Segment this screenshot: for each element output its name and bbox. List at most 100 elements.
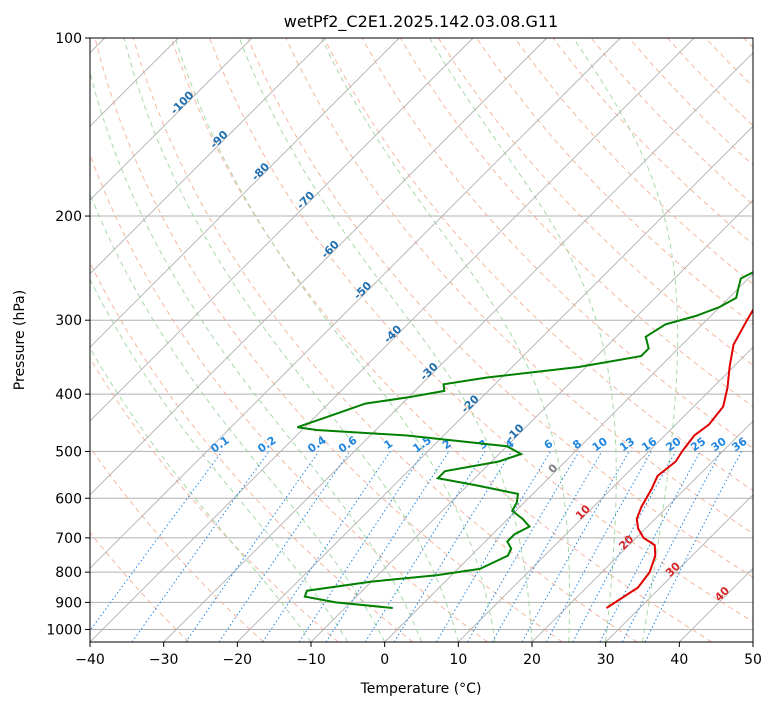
isotherm-line <box>310 199 753 642</box>
mixing-ratio-label: 0.2 <box>255 434 278 456</box>
isotherm-label: -50 <box>351 279 374 302</box>
mixing-ratio-line <box>185 451 320 642</box>
mixing-ratio-line <box>364 451 486 642</box>
moist-adiabat-line <box>429 38 617 642</box>
dry-adiabat-line <box>667 38 753 127</box>
isotherm-label: 40 <box>712 584 732 604</box>
mixing-ratio-line <box>262 451 391 642</box>
chart-title: wetPf2_C2E1.2025.142.03.08.G11 <box>284 12 558 32</box>
isotherm-label: -70 <box>294 189 317 212</box>
dry-adiabat-line <box>399 38 753 408</box>
isotherm-line <box>90 38 474 422</box>
isotherm-line <box>90 38 327 275</box>
dry-adiabat-line <box>90 261 414 642</box>
y-tick-label: 600 <box>55 491 82 507</box>
isotherm-line <box>90 38 400 348</box>
dry-adiabat-line <box>514 38 753 285</box>
x-tick-label: −20 <box>223 652 253 668</box>
mixing-ratio-line <box>644 451 742 642</box>
mixing-ratio-line <box>218 451 351 642</box>
moist-adiabat-line <box>573 38 679 642</box>
x-tick-label: 0 <box>380 652 389 668</box>
isotherm-line <box>90 38 548 496</box>
x-tick-label: 10 <box>449 652 467 668</box>
isotherm-line <box>457 346 753 642</box>
mixing-ratio-line <box>545 451 652 642</box>
moist-adiabat-line <box>321 38 571 642</box>
y-axis-ticks: 100 200 300 400 500 600 700 800 900 1000 <box>46 31 90 638</box>
mixing-ratio-line <box>90 451 223 632</box>
isotherm-line <box>531 420 753 642</box>
isotherm-line <box>163 52 753 642</box>
dry-adiabat-line <box>743 38 753 49</box>
dry-adiabat-line <box>94 38 563 642</box>
x-tick-label: 40 <box>670 652 688 668</box>
mixing-ratio-label: 0.1 <box>208 434 231 456</box>
mixing-ratio-labels: 0.1 0.2 0.4 0.6 1 1.5 2 3 4 6 8 10 13 16 20 25 30 36 <box>208 433 749 455</box>
moist-adiabat-line <box>90 347 312 642</box>
mixing-ratio-line <box>131 451 270 642</box>
x-tick-label: 30 <box>597 652 615 668</box>
dewpoint-profile-line <box>297 271 753 609</box>
moist-adiabat-line <box>90 192 386 642</box>
moist-adiabat-line <box>174 38 496 642</box>
x-axis-ticks: −40 −30 −20 −10 0 10 20 30 40 50 <box>75 642 762 668</box>
y-tick-label: 200 <box>55 209 82 225</box>
moist-adiabat-line <box>90 278 349 642</box>
sounding-profiles <box>297 271 753 609</box>
isotherm-label: -60 <box>319 238 342 261</box>
x-tick-label: 50 <box>744 652 762 668</box>
isotherm-line <box>90 38 695 642</box>
dry-adiabat-line <box>170 38 712 642</box>
dry-adiabat-line <box>437 38 753 366</box>
dry-adiabat-line <box>90 153 488 642</box>
x-tick-label: −30 <box>149 652 179 668</box>
moist-adiabat-line <box>238 38 533 642</box>
y-tick-label: 100 <box>55 31 82 47</box>
mixing-ratio-line <box>298 451 425 642</box>
mixing-ratio-label: 0.6 <box>336 433 360 455</box>
isotherm-label: -40 <box>381 322 404 345</box>
isotherm-line <box>384 273 753 642</box>
mixing-ratio-label: 0.4 <box>305 433 329 455</box>
dry-adiabat-line <box>209 38 753 623</box>
y-axis-label: Pressure (hPa) <box>12 290 28 390</box>
skewed-isotherms <box>90 38 753 642</box>
mixing-ratio-line <box>599 451 701 642</box>
mixing-ratio-line <box>435 451 552 642</box>
mixing-ratio-line <box>572 451 676 642</box>
mixing-ratio-label: 6 <box>542 437 556 452</box>
dry-adiabat-line <box>705 38 753 88</box>
x-tick-label: −40 <box>75 652 105 668</box>
x-tick-label: −10 <box>296 652 326 668</box>
moist-adiabat-line <box>90 70 422 642</box>
isotherm-line <box>90 38 621 569</box>
dry-adiabat-line <box>247 38 753 578</box>
isotherm-label: 20 <box>616 532 636 552</box>
mixing-ratio-line <box>467 451 580 642</box>
y-tick-label: 900 <box>55 595 82 611</box>
plot-frame <box>89 37 754 643</box>
isotherm-line <box>678 567 753 642</box>
isotherm-line <box>752 641 753 642</box>
temperature-profile-line <box>605 308 753 609</box>
moist-adiabats <box>90 38 679 642</box>
isotherm-label: -90 <box>207 128 230 151</box>
y-tick-label: 1000 <box>46 622 82 638</box>
dry-adiabat-line <box>285 38 753 535</box>
dry-adiabat-line <box>590 38 753 206</box>
mixing-ratio-line <box>325 451 450 642</box>
mixing-ratio-line <box>621 451 722 642</box>
isotherm-label: -20 <box>459 392 482 415</box>
isotherm-line <box>605 494 753 642</box>
mixing-ratio-line <box>521 451 630 642</box>
x-axis-label: Temperature (°C) <box>360 681 482 697</box>
dry-adiabat-line <box>90 446 264 642</box>
isotherm-line <box>90 38 253 201</box>
dry-adiabat-line <box>552 38 753 245</box>
y-tick-label: 500 <box>55 444 82 460</box>
isotherm-line <box>236 125 753 642</box>
y-tick-label: 400 <box>55 387 82 403</box>
moist-adiabat-line <box>123 38 459 642</box>
